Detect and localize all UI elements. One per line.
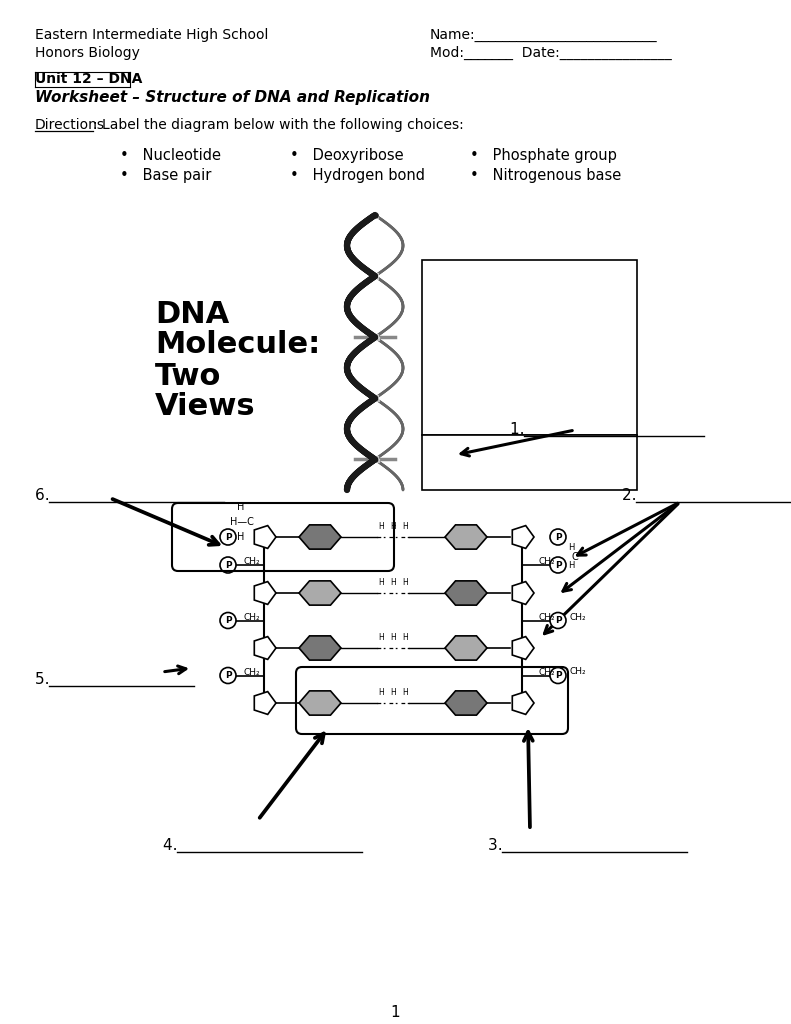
Polygon shape: [513, 637, 534, 659]
Text: 4.: 4.: [163, 838, 183, 853]
Polygon shape: [513, 691, 534, 715]
Text: 2.: 2.: [622, 488, 642, 503]
Text: Two: Two: [155, 362, 221, 391]
Text: Directions: Directions: [35, 118, 105, 132]
Text: 3.: 3.: [488, 838, 508, 853]
Polygon shape: [299, 581, 341, 605]
Text: •   Nitrogenous base: • Nitrogenous base: [470, 168, 621, 183]
Text: 6.: 6.: [35, 488, 55, 503]
Text: H: H: [402, 522, 408, 531]
Circle shape: [220, 668, 236, 683]
Text: •   Nucleotide: • Nucleotide: [120, 148, 221, 163]
Circle shape: [550, 557, 566, 573]
Polygon shape: [299, 525, 341, 549]
Text: H: H: [378, 688, 384, 697]
Text: P: P: [554, 671, 562, 680]
Text: H: H: [237, 532, 244, 542]
Text: P: P: [225, 616, 231, 625]
Text: 5.: 5.: [35, 672, 55, 687]
Polygon shape: [445, 691, 487, 715]
Text: Name:__________________________: Name:__________________________: [430, 28, 657, 42]
Text: P: P: [554, 560, 562, 569]
Text: CH₂: CH₂: [570, 612, 587, 622]
Polygon shape: [513, 525, 534, 549]
Text: P: P: [225, 671, 231, 680]
Text: P: P: [225, 532, 231, 542]
Circle shape: [220, 612, 236, 629]
Bar: [422, 435, 637, 490]
Text: •   Base pair: • Base pair: [120, 168, 211, 183]
Text: H: H: [378, 578, 384, 587]
Polygon shape: [254, 582, 276, 604]
Text: C: C: [572, 552, 579, 562]
Text: : Label the diagram below with the following choices:: : Label the diagram below with the follo…: [93, 118, 464, 132]
Text: CH₂: CH₂: [539, 668, 555, 677]
Text: CH₂: CH₂: [570, 668, 587, 677]
Text: H: H: [402, 688, 408, 697]
Polygon shape: [445, 636, 487, 660]
Polygon shape: [445, 525, 487, 549]
Text: P: P: [554, 616, 562, 625]
Polygon shape: [299, 636, 341, 660]
Text: Molecule:: Molecule:: [155, 330, 320, 359]
Text: H: H: [568, 544, 574, 553]
Text: H—C: H—C: [230, 517, 254, 527]
Polygon shape: [513, 582, 534, 604]
Text: 1: 1: [390, 1005, 399, 1020]
Text: CH₂: CH₂: [244, 613, 260, 622]
Text: H: H: [390, 688, 396, 697]
Text: P: P: [554, 532, 562, 542]
Text: P: P: [225, 560, 231, 569]
Text: Worksheet – Structure of DNA and Replication: Worksheet – Structure of DNA and Replica…: [35, 90, 430, 105]
Circle shape: [220, 529, 236, 545]
Polygon shape: [254, 637, 276, 659]
Polygon shape: [299, 691, 341, 715]
Text: H: H: [237, 502, 244, 512]
Circle shape: [220, 557, 236, 573]
Text: •   Hydrogen bond: • Hydrogen bond: [290, 168, 425, 183]
Text: H: H: [402, 578, 408, 587]
Text: H: H: [390, 578, 396, 587]
Text: CH₂: CH₂: [244, 668, 260, 677]
Bar: [422, 260, 637, 435]
Text: •   Deoxyribose: • Deoxyribose: [290, 148, 403, 163]
Circle shape: [550, 529, 566, 545]
Text: CH₂: CH₂: [539, 557, 555, 566]
Text: 1.: 1.: [510, 422, 529, 437]
Text: Mod:_______  Date:________________: Mod:_______ Date:________________: [430, 46, 672, 60]
Text: Eastern Intermediate High School: Eastern Intermediate High School: [35, 28, 268, 42]
Text: H: H: [378, 633, 384, 642]
Text: H: H: [378, 522, 384, 531]
Polygon shape: [254, 525, 276, 549]
Text: CH₂: CH₂: [244, 557, 260, 566]
Text: H: H: [390, 522, 396, 531]
Text: Unit 12 – DNA: Unit 12 – DNA: [35, 72, 142, 86]
Polygon shape: [254, 691, 276, 715]
Circle shape: [550, 612, 566, 629]
Text: CH₂: CH₂: [539, 613, 555, 622]
Text: Views: Views: [155, 392, 255, 421]
Text: Honors Biology: Honors Biology: [35, 46, 140, 60]
Polygon shape: [445, 581, 487, 605]
Text: H: H: [568, 561, 574, 570]
Circle shape: [550, 668, 566, 683]
Text: H: H: [390, 633, 396, 642]
Text: H: H: [402, 633, 408, 642]
Text: •   Phosphate group: • Phosphate group: [470, 148, 617, 163]
Text: DNA: DNA: [155, 300, 229, 329]
